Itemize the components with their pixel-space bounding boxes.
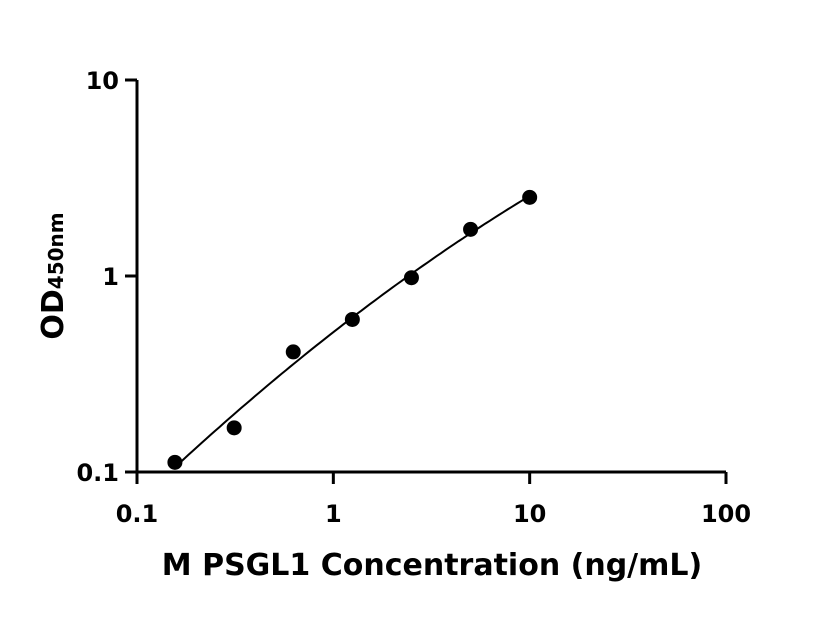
data-point [344, 311, 360, 327]
y-tick-label: 10 [86, 67, 119, 95]
ticks-layer: 0.1 1 10 100 0.1 1 10 [76, 67, 751, 528]
x-axis-title: M PSGL1 Concentration (ng/mL) [162, 548, 702, 583]
x-tick-label: 100 [701, 500, 751, 528]
points-layer [167, 189, 538, 470]
data-point [403, 270, 419, 286]
data-point [463, 221, 479, 237]
data-point [522, 189, 538, 205]
y-axis-title-sub: 450nm [44, 212, 68, 289]
data-point [167, 454, 183, 470]
data-point [285, 344, 301, 360]
x-tick-label: 10 [513, 500, 546, 528]
y-axis-title-main: OD [36, 289, 71, 339]
y-tick-label: 0.1 [76, 459, 119, 487]
x-tick-label: 1 [325, 500, 342, 528]
x-tick-label: 0.1 [116, 500, 159, 528]
axes-layer [135, 80, 726, 474]
y-axis-title: OD450nm [36, 212, 71, 339]
y-tick-label: 1 [102, 263, 119, 291]
data-point [226, 420, 242, 436]
